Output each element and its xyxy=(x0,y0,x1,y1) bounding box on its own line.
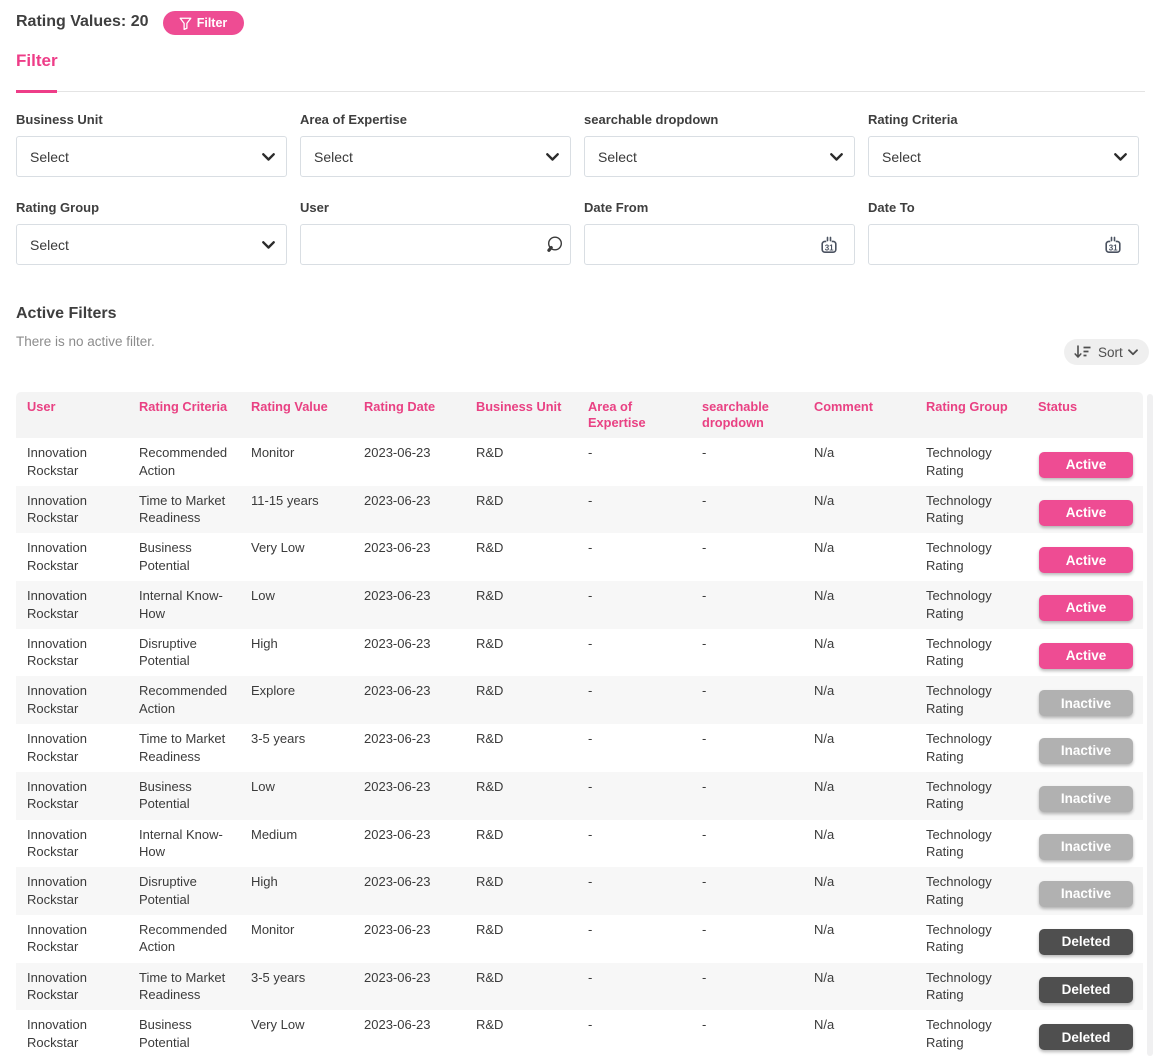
svg-text:31: 31 xyxy=(1109,243,1118,252)
svg-text:31: 31 xyxy=(825,243,834,252)
